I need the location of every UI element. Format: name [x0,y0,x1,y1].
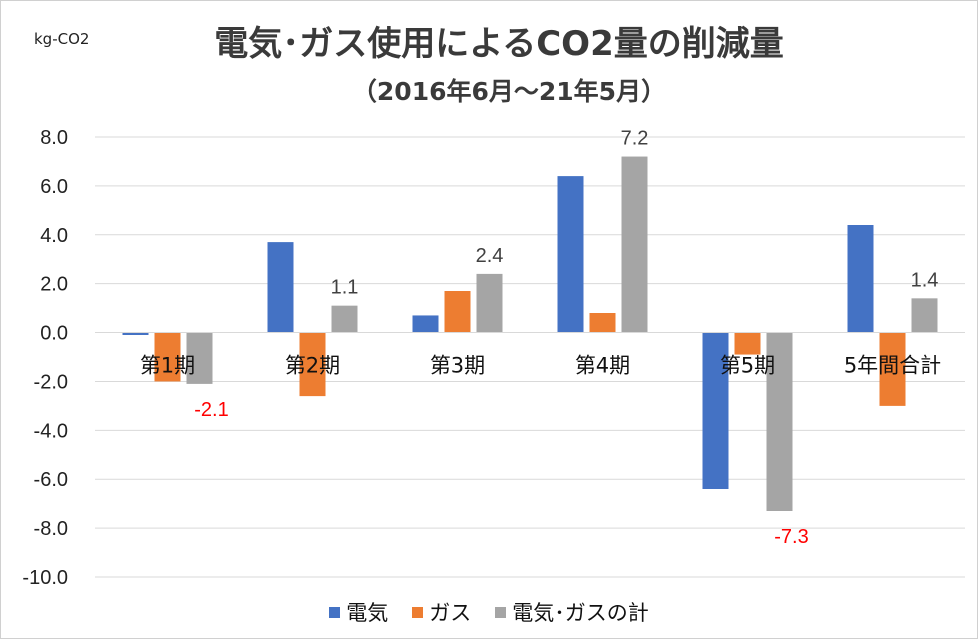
y-axis-unit-label: kg-CO2 [34,30,90,48]
category-label: 第5期 [720,354,775,378]
legend-swatch [412,606,424,618]
category-label: 第1期 [140,354,195,378]
data-label: 1.4 [911,269,939,291]
y-tick-label: -4.0 [34,420,68,442]
bars [122,156,938,511]
y-tick-label: 6.0 [40,176,68,198]
legend-label: ガス [429,601,472,625]
data-labels: -2.1 1.1 2.4 7.2 -7.3 1.4 [194,128,938,548]
y-tick-label: 4.0 [40,225,68,247]
bar-5-2 [911,298,938,333]
legend-item: ガス [412,597,471,627]
category-label: 第3期 [430,354,485,378]
chart-title: 電気･ガス使用によるCO2量の削減量 [214,24,784,64]
legend-item: 電気･ガスの計 [495,597,649,627]
bar-3-0 [557,176,584,333]
legend-label: 電気･ガスの計 [512,601,649,625]
y-tick-label: -10.0 [22,567,68,589]
bar-4-2 [766,332,793,511]
legend-item: 電気 [329,597,388,627]
y-tick-label: 8.0 [40,127,68,149]
category-label: 第4期 [575,354,630,378]
bar-2-0 [412,315,439,333]
data-label: 7.2 [621,128,649,150]
legend-label: 電気 [346,601,389,625]
y-tick-label: 2.0 [40,274,68,296]
bar-1-1 [299,332,326,397]
bar-2-2 [476,273,503,333]
y-axis-ticks: 8.0 6.0 4.0 2.0 0.0 -2.0 -4.0 -6.0 -8.0 -10.0 [22,127,68,589]
y-tick-label: 0.0 [40,323,68,345]
bar-5-1 [879,332,906,406]
legend-swatch [495,606,507,618]
gridlines [95,136,965,578]
data-label: -2.1 [194,399,228,421]
legend-swatch [329,606,341,618]
chart-subtitle: （2016年6月～21年5月） [351,77,667,106]
legend: 電気 ガス 電気･ガスの計 [0,597,978,627]
category-label: 第2期 [285,354,340,378]
data-label: -7.3 [774,526,808,548]
data-label: 1.1 [331,277,359,299]
bar-0-0 [122,332,149,335]
category-labels: 第1期 第2期 第3期 第4期 第5期 5年間合計 [140,354,941,378]
bar-5-0 [847,225,874,333]
y-tick-label: -8.0 [34,518,68,540]
category-label: 5年間合計 [844,354,941,378]
bar-3-1 [589,313,616,333]
bar-0-1 [154,332,181,382]
data-label: 2.4 [476,245,504,267]
bar-4-1 [734,332,761,355]
bar-2-1 [444,291,471,333]
bar-1-2 [331,305,358,333]
y-tick-label: -2.0 [34,371,68,393]
bar-1-0 [267,242,294,333]
bar-0-2 [186,332,213,384]
y-tick-label: -6.0 [34,469,68,491]
bar-3-2 [621,156,648,333]
bar-4-0 [702,332,729,489]
